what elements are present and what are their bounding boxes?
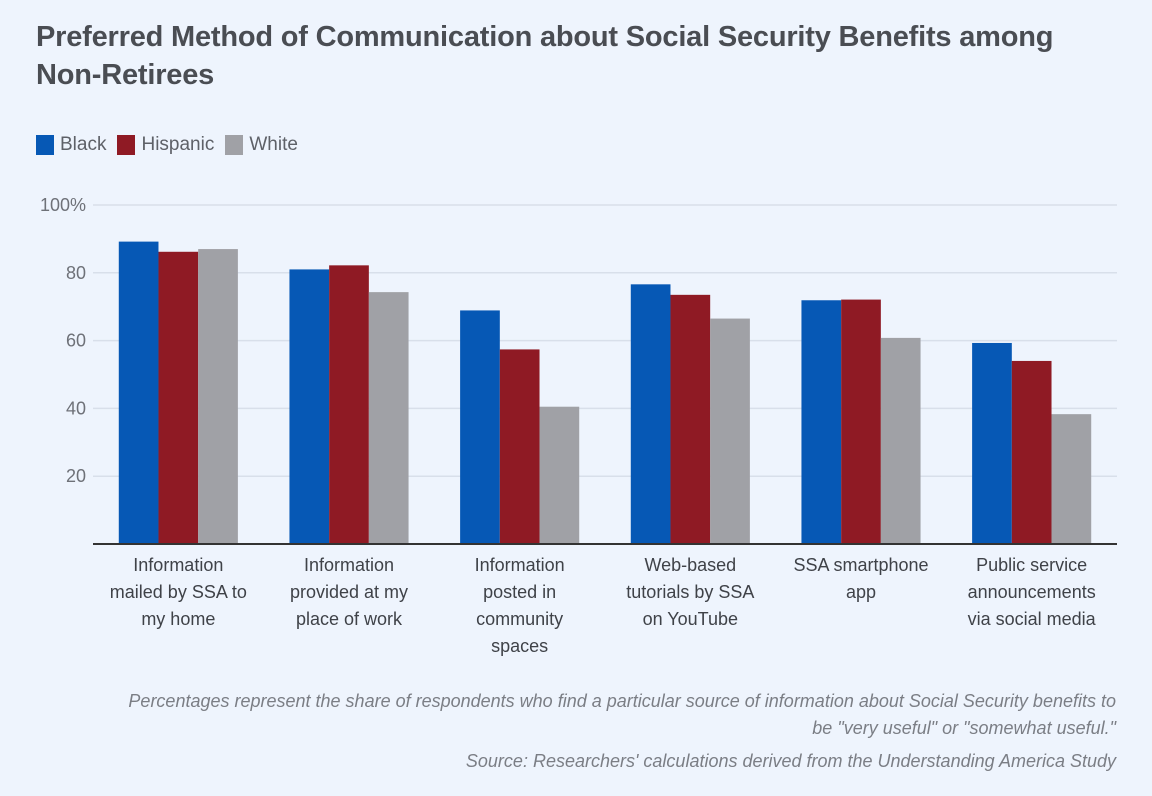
- legend-item-hispanic: Hispanic: [117, 134, 214, 156]
- bar-hispanic: Hispanic: 82.2: [329, 265, 369, 544]
- x-tick-label-line: Information: [303, 555, 395, 575]
- bar-black: Black: 68.9: [460, 310, 500, 544]
- x-tick-label-line: SSA smartphone: [793, 555, 929, 575]
- x-tick-label-line: spaces: [491, 636, 549, 656]
- bar-white: White: 74.3: [368, 292, 409, 544]
- bar-black: Black: 59.3: [972, 342, 1012, 544]
- y-tick-label: 20: [66, 466, 86, 486]
- bar-white: White: 66.5: [710, 318, 750, 544]
- y-tick-label: 100%: [40, 195, 86, 215]
- legend: Black Hispanic White: [36, 134, 309, 156]
- x-tick-label-line: Information: [133, 555, 224, 575]
- bar-white: White: 60.8: [880, 337, 921, 544]
- bar-black: Black: 76.6: [630, 284, 671, 544]
- bar-hispanic: Hispanic: 86.2: [158, 251, 199, 545]
- bar-black: Black: 81: [289, 269, 330, 544]
- bar-hispanic: Hispanic: 73.5: [670, 294, 711, 544]
- x-tick-label-line: Web-based: [644, 555, 737, 575]
- y-tick-label: 40: [66, 398, 86, 418]
- legend-swatch-white: [225, 135, 244, 155]
- x-tick-label: SSA smartphone app: [776, 552, 946, 606]
- legend-item-white: White: [225, 134, 298, 156]
- x-tick-label-line: posted in: [483, 582, 557, 602]
- bar-hispanic: Hispanic: 72.1: [841, 299, 881, 544]
- legend-swatch-black: [36, 135, 54, 155]
- x-tick-label: Information posted in community spaces: [435, 552, 605, 660]
- bar-black: Black: 71.9: [801, 300, 842, 544]
- bar-white: White: 38.3: [1051, 414, 1092, 544]
- x-tick-label: Information provided at my place of work: [264, 552, 434, 633]
- x-tick-label-line: via social media: [967, 609, 1096, 629]
- x-tick-label: Information mailed by SSA to my home: [93, 552, 263, 633]
- x-tick-label-line: Information: [474, 555, 565, 575]
- x-tick-label-line: provided at my: [289, 582, 409, 602]
- legend-label-white: White: [249, 134, 298, 155]
- x-tick-label-line: mailed by SSA to: [109, 582, 247, 602]
- x-tick-label-line: app: [845, 582, 877, 602]
- x-tick-label-line: announcements: [967, 582, 1096, 602]
- bar-black: Black: 89.2: [118, 241, 159, 544]
- x-tick-label-line: my home: [141, 609, 216, 629]
- legend-label-hispanic: Hispanic: [141, 134, 215, 155]
- x-tick-label-line: Public service: [976, 555, 1088, 575]
- x-tick-label: Web-based tutorials by SSA on YouTube: [605, 552, 775, 633]
- chart-title: Preferred Method of Communication about …: [36, 21, 1054, 91]
- legend-label-black: Black: [60, 134, 107, 155]
- footnote-line-2: be "very useful" or "somewhat useful.": [812, 718, 1116, 738]
- source-note: Source: Researchers' calculations derive…: [465, 751, 1116, 771]
- legend-item-black: Black: [36, 134, 106, 156]
- y-tick-label: 60: [66, 331, 86, 351]
- x-tick-label-line: community: [476, 609, 564, 629]
- bar-white: White: 40.5: [539, 406, 580, 544]
- x-tick-label-line: on YouTube: [642, 609, 739, 629]
- x-tick-label: Public service announcements via social me…: [947, 552, 1117, 633]
- x-tick-label-line: place of work: [295, 609, 403, 629]
- x-tick-label-line: tutorials by SSA: [626, 582, 755, 602]
- bar-hispanic: Hispanic: 54: [1011, 360, 1052, 544]
- bar-white: White: 87: [198, 249, 238, 544]
- footnote-line-1: Percentages represent the share of respo…: [128, 691, 1116, 711]
- y-tick-label: 80: [66, 263, 86, 283]
- legend-swatch-hispanic: [117, 135, 136, 155]
- bar-hispanic: Hispanic: 57.4: [499, 349, 540, 544]
